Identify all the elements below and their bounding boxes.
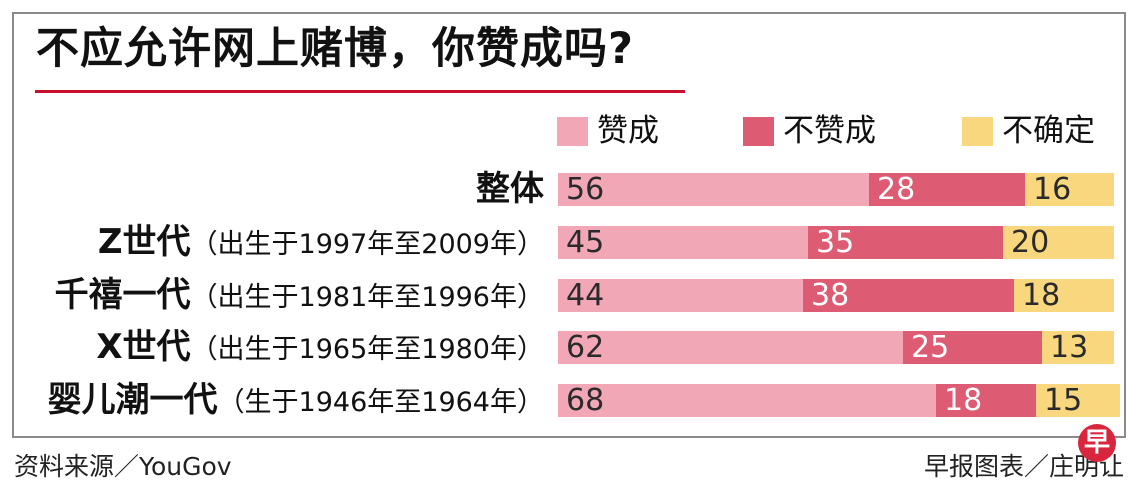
bar-segment-disapprove: 28	[869, 173, 1025, 206]
bar-segment-unsure: 15	[1036, 384, 1120, 417]
data-label-unsure: 13	[1050, 331, 1089, 364]
legend-label-unsure: 不确定	[1002, 113, 1095, 149]
bar-segment-approve: 62	[558, 331, 903, 364]
data-label-disapprove: 18	[944, 384, 983, 417]
bar-segment-unsure: 16	[1025, 173, 1114, 206]
bar-row-2: 44 38 18	[558, 279, 1114, 312]
bar-segment-approve: 44	[558, 279, 803, 312]
source-note: 资料来源／YouGov	[14, 452, 232, 481]
legend-swatch-disapprove	[743, 117, 774, 146]
bar-row-1: 45 35 20	[558, 226, 1114, 259]
chart-frame	[12, 12, 1126, 438]
data-label-approve: 68	[566, 384, 605, 417]
bar-row-4: 68 18 15	[558, 384, 1120, 417]
bar-segment-disapprove: 18	[936, 384, 1036, 417]
row-label-2: 千禧一代（出生于1981年至1996年）	[55, 273, 544, 317]
row-birth-range: （出生于1965年至1980年）	[190, 334, 544, 365]
data-label-approve: 45	[566, 226, 605, 259]
bar-segment-disapprove: 25	[903, 331, 1042, 364]
legend-swatch-approve	[557, 117, 588, 146]
data-label-disapprove: 38	[811, 279, 850, 312]
row-birth-range: （出生于1997年至2009年）	[190, 229, 544, 260]
row-label-4: 婴儿潮一代（生于1946年至1964年）	[48, 378, 544, 422]
bar-segment-approve: 56	[558, 173, 869, 206]
row-name: X世代	[96, 327, 191, 367]
row-label-3: X世代（出生于1965年至1980年）	[96, 325, 544, 369]
row-name: Z世代	[97, 222, 191, 262]
bar-segment-unsure: 18	[1014, 279, 1114, 312]
row-label-0: 整体	[476, 167, 544, 211]
data-label-approve: 62	[566, 331, 605, 364]
data-label-disapprove: 35	[816, 226, 855, 259]
legend-label-disapprove: 不赞成	[783, 113, 876, 149]
bar-row-0: 56 28 16	[558, 173, 1114, 206]
legend-label-approve: 赞成	[597, 113, 659, 149]
data-label-disapprove: 28	[877, 173, 916, 206]
row-birth-range: （出生于1981年至1996年）	[190, 282, 544, 313]
data-label-unsure: 18	[1022, 279, 1061, 312]
legend-swatch-unsure	[962, 117, 993, 146]
row-name: 婴儿潮一代	[47, 380, 218, 420]
zaobao-logo: 早	[1078, 424, 1116, 462]
data-label-unsure: 16	[1033, 173, 1072, 206]
row-birth-range: （生于1946年至1964年）	[217, 387, 544, 418]
row-name: 千禧一代	[54, 275, 191, 315]
bar-row-3: 62 25 13	[558, 331, 1114, 364]
title-underline	[35, 90, 685, 93]
bar-segment-approve: 45	[558, 226, 808, 259]
row-label-1: Z世代（出生于1997年至2009年）	[98, 220, 544, 264]
bar-segment-approve: 68	[558, 384, 936, 417]
data-label-disapprove: 25	[911, 331, 950, 364]
bar-segment-unsure: 13	[1042, 331, 1114, 364]
chart-title: 不应允许网上赌博，你赞成吗?	[36, 24, 634, 74]
data-label-unsure: 15	[1044, 384, 1083, 417]
data-label-approve: 56	[566, 173, 605, 206]
bar-segment-disapprove: 35	[808, 226, 1003, 259]
bar-segment-unsure: 20	[1003, 226, 1114, 259]
data-label-unsure: 20	[1011, 226, 1050, 259]
bar-segment-disapprove: 38	[803, 279, 1014, 312]
row-name: 整体	[476, 169, 544, 209]
data-label-approve: 44	[566, 279, 605, 312]
